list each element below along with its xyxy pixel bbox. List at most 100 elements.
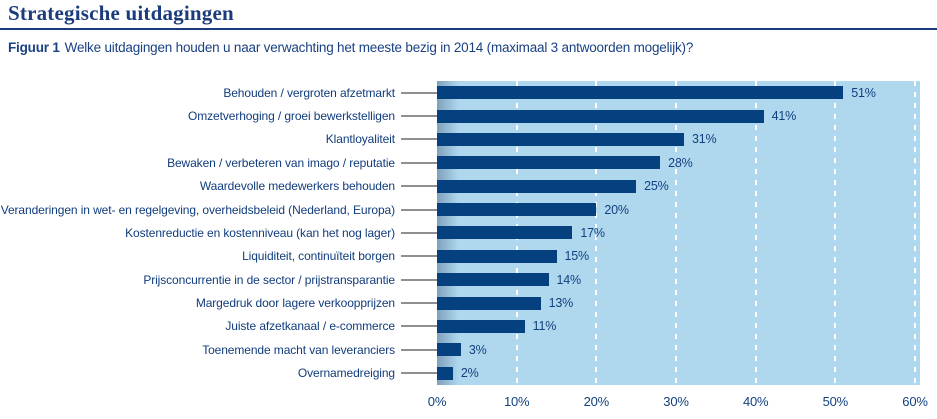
bar (437, 273, 549, 287)
label-zone: Prijsconcurrentie in de sector / prijstr… (0, 273, 437, 287)
label-zone: Margedruk door lagere verkoopprijzen (0, 296, 437, 310)
x-axis: 0% 10% 20% 30% 40% 50% 60% (0, 394, 937, 412)
category-label: Margedruk door lagere verkoopprijzen (195, 296, 395, 311)
bar-zone: 3% (437, 343, 920, 357)
bar (437, 319, 525, 333)
title-rule (0, 28, 937, 30)
category-label: Klantloyaliteit (325, 132, 395, 147)
bar-zone: 25% (437, 179, 920, 193)
bar-zone: 13% (437, 296, 920, 310)
label-zone: Waardevolle medewerkers behouden (0, 179, 437, 193)
category-label: Waardevolle medewerkers behouden (199, 179, 395, 194)
tick-dash (401, 348, 437, 351)
bar (437, 296, 541, 310)
bar (437, 156, 661, 170)
x-axis-label: 30% (663, 394, 689, 409)
bar-row: Toenemende macht van leveranciers 3% (0, 338, 920, 361)
gridline-50% (834, 81, 837, 385)
bar-row: Bewaken / verbeteren van imago / reputat… (0, 151, 920, 174)
tick-dash (401, 185, 437, 188)
x-axis-label: 50% (822, 394, 849, 409)
category-label: Overnamedreiging (297, 366, 395, 381)
value-label: 3% (468, 342, 487, 357)
bar-row: Klantloyaliteit 31% (0, 128, 920, 151)
bar (437, 109, 764, 123)
category-label: Prijsconcurrentie in de sector / prijstr… (143, 272, 395, 287)
tick-dash (401, 302, 437, 305)
gridline-40% (754, 81, 757, 385)
bar (437, 343, 461, 357)
tick-dash (401, 91, 437, 94)
category-label: Juiste afzetkanaal / e-commerce (225, 319, 395, 334)
label-zone: Toenemende macht van leveranciers (0, 343, 437, 357)
figure-caption-text: Welke uitdagingen houden u naar verwacht… (64, 40, 694, 55)
bar (437, 249, 557, 263)
label-zone: Liquiditeit, continuïteit borgen (0, 249, 437, 263)
bar-row: Kostenreductie en kostenniveau (kan het … (0, 221, 920, 244)
label-zone: Kostenreductie en kostenniveau (kan het … (0, 226, 437, 240)
page-title: Strategische uitdagingen (8, 1, 234, 25)
bar (437, 132, 684, 146)
category-label: Liquiditeit, continuïteit borgen (242, 249, 395, 264)
bar (437, 366, 453, 380)
label-zone: Omzetverhoging / groei bewerkstelligen (0, 109, 437, 123)
x-axis-label: 40% (742, 394, 769, 409)
value-label: 14% (556, 272, 582, 287)
x-axis-label: 60% (902, 394, 928, 409)
label-zone: Veranderingen in wet- en regelgeving, ov… (0, 203, 437, 217)
bar-zone: 17% (437, 226, 920, 240)
value-label: 31% (691, 132, 717, 147)
bar-zone: 41% (437, 109, 920, 123)
tick-dash (401, 231, 437, 234)
bar-row: Waardevolle medewerkers behouden 25% (0, 175, 920, 198)
tick-dash (401, 325, 437, 328)
gridline-60% (914, 81, 916, 385)
gridline-30% (675, 81, 677, 385)
category-label: Behouden / vergroten afzetmarkt (223, 85, 395, 100)
bar-zone: 15% (437, 249, 920, 263)
bar-zone: 51% (437, 86, 920, 100)
bar (437, 86, 844, 100)
x-axis-label: 20% (583, 394, 610, 409)
label-zone: Bewaken / verbeteren van imago / reputat… (0, 156, 437, 170)
value-label: 41% (771, 109, 797, 124)
tick-dash (401, 255, 437, 258)
bar-row: Margedruk door lagere verkoopprijzen 13% (0, 291, 920, 314)
value-label: 51% (851, 85, 876, 100)
tick-dash (401, 208, 437, 211)
x-axis-label: 0% (427, 394, 447, 409)
bar-zone: 28% (437, 156, 920, 170)
value-label: 15% (564, 249, 590, 264)
figure-caption: Figuur 1 Welke uitdagingen houden u naar … (8, 40, 693, 55)
bar-row: Behouden / vergroten afzetmarkt 51% (0, 81, 920, 104)
value-label: 28% (668, 155, 693, 170)
value-label: 17% (580, 225, 605, 240)
tick-dash (401, 278, 437, 281)
bar-zone: 2% (437, 366, 920, 380)
bar-zone: 20% (437, 203, 920, 217)
bar-row: Juiste afzetkanaal / e-commerce 11% (0, 315, 920, 338)
bar (437, 179, 637, 193)
figure-label: Figuur 1 (8, 40, 60, 55)
value-label: 20% (604, 202, 629, 217)
tick-dash (401, 161, 437, 164)
label-zone: Klantloyaliteit (0, 132, 437, 146)
category-label: Bewaken / verbeteren van imago / reputat… (167, 155, 395, 170)
tick-dash (401, 138, 437, 141)
bar-zone: 11% (437, 319, 920, 333)
value-label: 2% (460, 366, 479, 381)
label-zone: Juiste afzetkanaal / e-commerce (0, 319, 437, 333)
tick-dash (401, 372, 437, 375)
category-label: Toenemende macht van leveranciers (202, 342, 395, 357)
bar-row: Veranderingen in wet- en regelgeving, ov… (0, 198, 920, 221)
bar-rows: Behouden / vergroten afzetmarkt 51% Omzetv… (0, 81, 920, 385)
bar-row: Omzetverhoging / groei bewerkstelligen 41… (0, 104, 920, 127)
tick-dash (401, 115, 437, 118)
label-zone: Behouden / vergroten afzetmarkt (0, 86, 437, 100)
value-label: 11% (532, 319, 557, 334)
bar-chart: Behouden / vergroten afzetmarkt 51% Omzetv… (0, 81, 920, 385)
bar-row: Overnamedreiging 2% (0, 362, 920, 385)
value-label: 25% (644, 179, 669, 194)
x-axis-label: 10% (503, 394, 530, 409)
label-zone: Overnamedreiging (0, 366, 437, 380)
